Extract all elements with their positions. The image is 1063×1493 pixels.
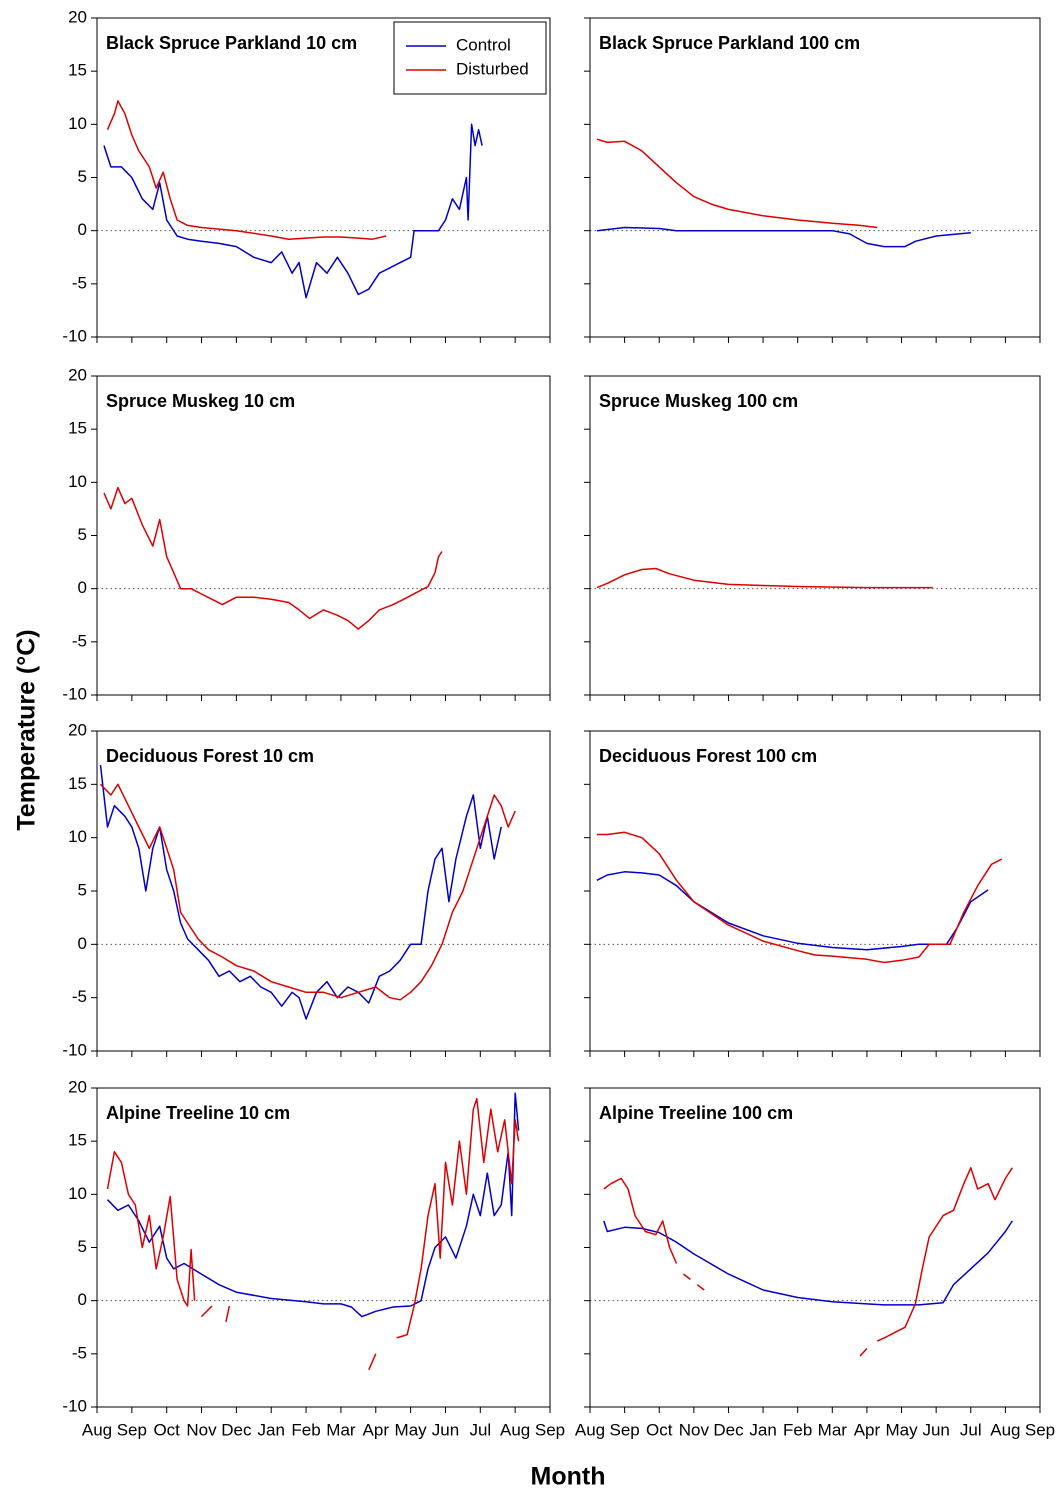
y-tick-label: 10 xyxy=(68,827,87,846)
x-tick-label: Oct xyxy=(153,1420,180,1439)
series-line xyxy=(596,226,971,248)
legend-label: Disturbed xyxy=(456,59,529,78)
x-tick-label: Sep xyxy=(117,1420,147,1439)
plot-frame xyxy=(589,375,1041,696)
x-tick-label: Jul xyxy=(469,1420,491,1439)
panel-title: Deciduous Forest 10 cm xyxy=(106,746,314,766)
panel-title: Spruce Muskeg 100 cm xyxy=(599,391,798,411)
x-tick-label: Aug xyxy=(82,1420,112,1439)
y-axis-label: Temperature (°C) xyxy=(13,629,41,830)
plot-frame xyxy=(589,1087,1041,1408)
series-line xyxy=(99,765,502,1020)
y-tick-label: 5 xyxy=(78,880,87,899)
x-tick-label: Jun xyxy=(432,1420,459,1439)
y-tick-label: -5 xyxy=(72,1343,87,1362)
x-tick-label: Nov xyxy=(679,1420,710,1439)
x-tick-label: Feb xyxy=(291,1420,320,1439)
x-axis-label: Month xyxy=(531,1463,606,1491)
series-line xyxy=(603,1167,1013,1357)
y-tick-label: 20 xyxy=(68,365,87,384)
x-tick-label: Aug xyxy=(500,1420,530,1439)
y-tick-label: -5 xyxy=(72,987,87,1006)
y-tick-label: 0 xyxy=(78,220,87,239)
x-tick-label: Aug xyxy=(575,1420,605,1439)
y-tick-label: 5 xyxy=(78,525,87,544)
x-tick-label: May xyxy=(395,1420,428,1439)
x-tick-label: Jan xyxy=(749,1420,776,1439)
x-tick-label: Oct xyxy=(646,1420,673,1439)
y-tick-label: 0 xyxy=(78,578,87,597)
y-tick-label: 20 xyxy=(68,7,87,26)
panel-title: Black Spruce Parkland 10 cm xyxy=(106,33,357,53)
series-line xyxy=(106,100,387,240)
x-tick-label: Mar xyxy=(326,1420,356,1439)
plot-frame xyxy=(96,375,551,696)
y-tick-label: -10 xyxy=(62,326,87,345)
x-tick-label: Dec xyxy=(221,1420,252,1439)
x-tick-label: Aug xyxy=(990,1420,1020,1439)
x-tick-label: Jun xyxy=(922,1420,949,1439)
y-tick-label: 15 xyxy=(68,774,87,793)
y-tick-label: 5 xyxy=(78,167,87,186)
x-tick-label: Apr xyxy=(363,1420,390,1439)
x-tick-label: Sep xyxy=(609,1420,639,1439)
series-line xyxy=(99,783,516,1001)
plot-frame xyxy=(96,1087,551,1408)
panel-title: Deciduous Forest 100 cm xyxy=(599,746,817,766)
y-tick-label: -5 xyxy=(72,631,87,650)
plot-frame xyxy=(589,730,1041,1052)
x-tick-label: Apr xyxy=(854,1420,881,1439)
series-line xyxy=(596,831,1003,964)
x-tick-label: Jan xyxy=(258,1420,285,1439)
x-tick-label: Feb xyxy=(783,1420,812,1439)
y-tick-label: 10 xyxy=(68,472,87,491)
series-line xyxy=(103,486,443,630)
x-tick-label: May xyxy=(885,1420,918,1439)
series-line xyxy=(103,123,483,299)
y-tick-label: 15 xyxy=(68,61,87,80)
legend-box xyxy=(393,21,547,95)
panel-title: Black Spruce Parkland 100 cm xyxy=(599,33,860,53)
y-tick-label: 0 xyxy=(78,1290,87,1309)
series-line xyxy=(106,1097,520,1371)
series-line xyxy=(596,871,989,951)
y-tick-label: -10 xyxy=(62,684,87,703)
y-tick-label: 10 xyxy=(68,114,87,133)
y-tick-label: 15 xyxy=(68,419,87,438)
y-tick-label: 15 xyxy=(68,1131,87,1150)
x-tick-label: Dec xyxy=(713,1420,744,1439)
x-tick-label: Jul xyxy=(960,1420,982,1439)
y-tick-label: 20 xyxy=(68,720,87,739)
x-tick-label: Mar xyxy=(818,1420,848,1439)
series-line xyxy=(106,1092,520,1318)
plot-frame xyxy=(96,17,551,338)
plot-frame xyxy=(589,17,1041,338)
plot-frame xyxy=(96,730,551,1052)
y-tick-label: 20 xyxy=(68,1077,87,1096)
series-line xyxy=(603,1220,1013,1306)
x-tick-label: Sep xyxy=(535,1420,565,1439)
panel-title: Alpine Treeline 100 cm xyxy=(599,1103,793,1123)
y-tick-label: -10 xyxy=(62,1040,87,1059)
y-tick-label: -5 xyxy=(72,273,87,292)
x-tick-label: Sep xyxy=(1025,1420,1055,1439)
y-tick-label: 0 xyxy=(78,934,87,953)
x-tick-label: Nov xyxy=(186,1420,217,1439)
y-tick-label: 10 xyxy=(68,1184,87,1203)
panel-title: Alpine Treeline 10 cm xyxy=(106,1103,290,1123)
panel-title: Spruce Muskeg 10 cm xyxy=(106,391,295,411)
series-line xyxy=(596,567,933,589)
y-tick-label: 5 xyxy=(78,1237,87,1256)
legend-label: Control xyxy=(456,35,511,54)
y-tick-label: -10 xyxy=(62,1396,87,1415)
series-line xyxy=(596,138,878,229)
